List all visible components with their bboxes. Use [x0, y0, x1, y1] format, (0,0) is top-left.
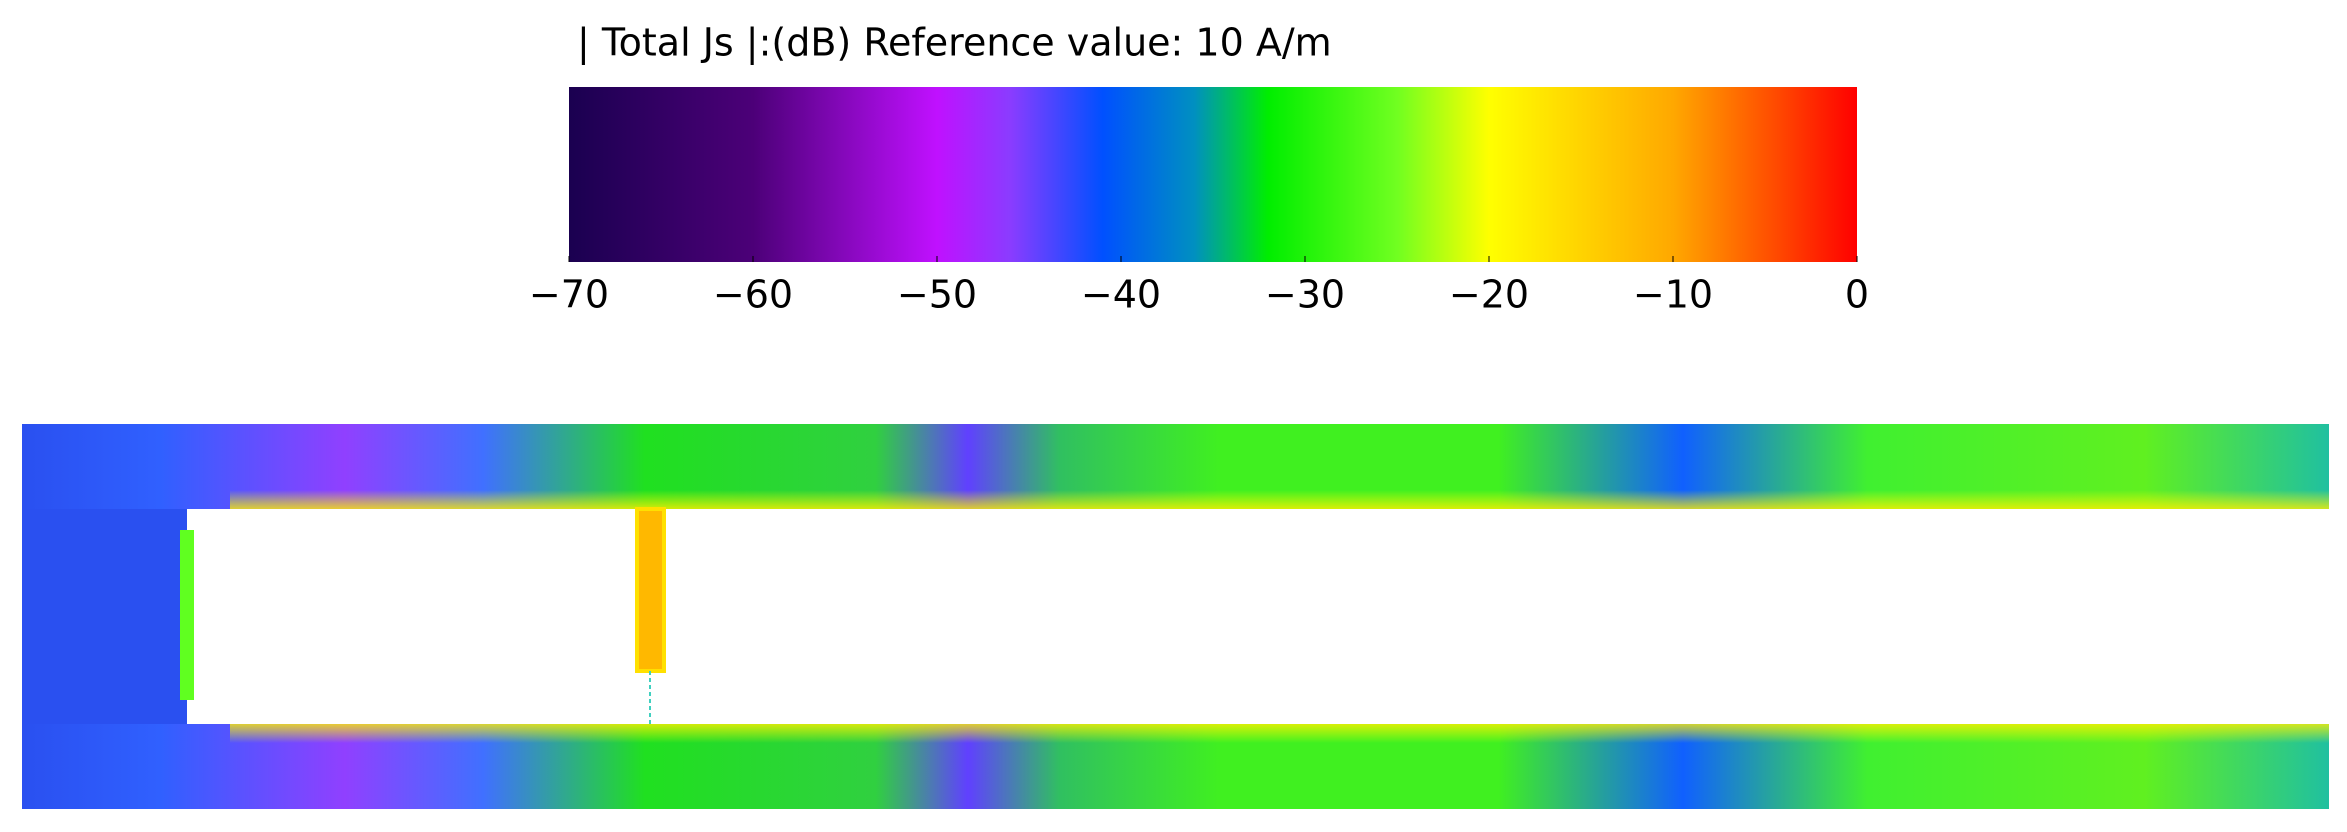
- tick-label: −10: [1633, 273, 1713, 317]
- tick-label: −50: [897, 273, 977, 317]
- colorbar: [569, 87, 1857, 262]
- top-edge: [230, 490, 2329, 509]
- tick-label: −40: [1081, 273, 1161, 317]
- bottom-edge: [230, 724, 2329, 743]
- tick-label: 0: [1845, 273, 1869, 317]
- tick-label: −70: [529, 273, 609, 317]
- inner-edge: [180, 530, 194, 700]
- tick-label: −20: [1449, 273, 1529, 317]
- gap: [187, 509, 2329, 724]
- tick-label: −60: [713, 273, 793, 317]
- stub: [635, 507, 666, 673]
- field-plot: [22, 424, 2329, 809]
- tick-label: −30: [1265, 273, 1345, 317]
- colorbar-title: | Total Js |:(dB) Reference value: 10 A/…: [577, 21, 1332, 66]
